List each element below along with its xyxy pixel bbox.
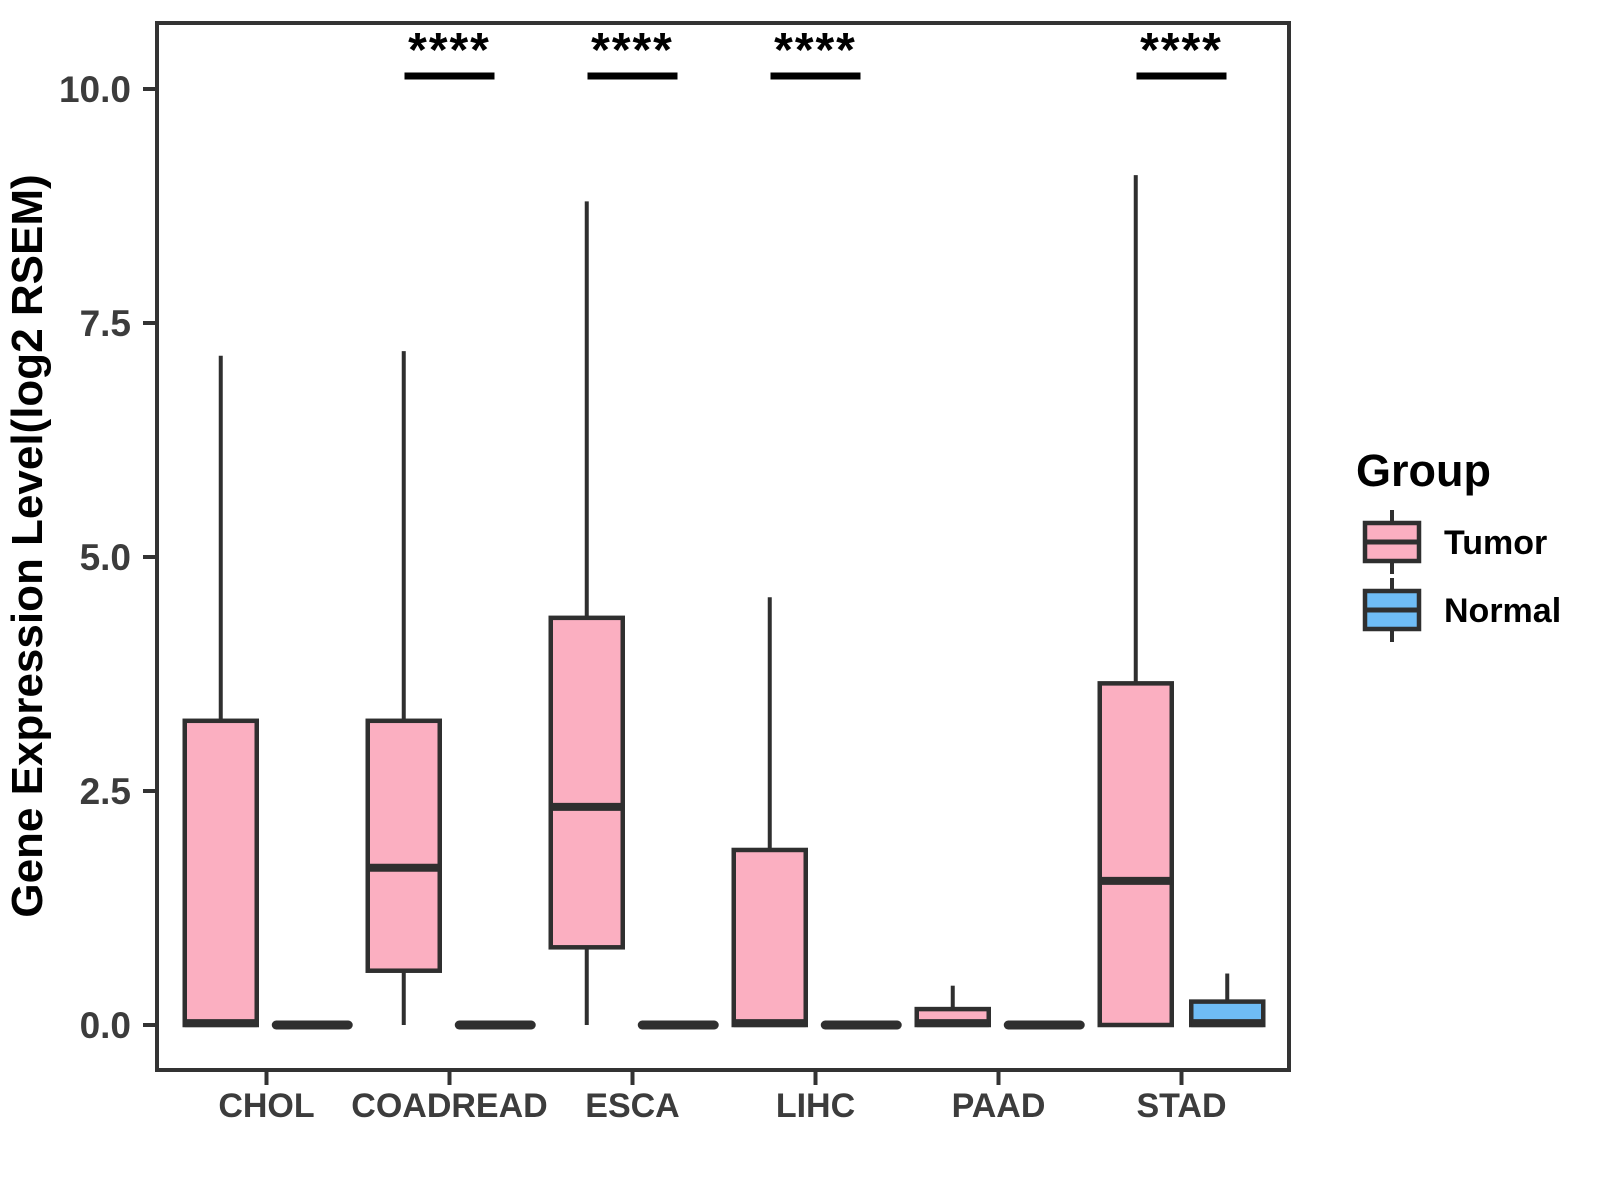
legend-item-normal: Normal [1362,578,1561,642]
iqr-box [365,718,442,973]
tumor-box-PAAD [914,985,991,1028]
significance-stars: **** [408,24,491,77]
significance-marker-LIHC: **** [770,24,861,80]
y-axis-title: Gene Expression Level(log2 RSEM) [3,174,52,917]
significance-layer: **** **** **** **** [404,24,1227,80]
normal-box-STAD [1189,973,1266,1028]
tumor-box-CHOL [182,355,259,1028]
legend-item-tumor: Tumor [1362,510,1547,574]
y-tick-label: 5.0 [80,537,131,578]
significance-stars: **** [774,24,857,77]
x-tick-label: CHOL [218,1087,314,1125]
x-tick-label: ESCA [585,1087,679,1125]
legend-title: Group [1356,445,1491,496]
significance-stars: **** [1140,24,1223,77]
boxes-layer [182,175,1266,1030]
tumor-box-STAD [1097,175,1174,1028]
axis-ticks-layer: 0.0 2.5 5.0 7.5 10.0 CHOL COADREAD ESCA LIHC PAAD… [59,69,1227,1125]
x-tick-label: LIHC [776,1087,855,1125]
y-tick-label: 0.0 [80,1005,131,1046]
iqr-box [1097,681,1174,1028]
x-tick-label: PAAD [952,1087,1046,1125]
tumor-box-LIHC [731,597,808,1028]
significance-marker-ESCA: **** [587,24,678,80]
iqr-box [731,847,808,1028]
x-tick-label: COADREAD [351,1087,547,1125]
tumor-box-COADREAD [365,351,442,1025]
iqr-box [548,615,625,950]
y-tick-label: 10.0 [59,69,131,110]
significance-marker-COADREAD: **** [404,24,495,80]
legend-item-label: Tumor [1444,524,1547,562]
tumor-box-ESCA [548,201,625,1025]
y-tick-label: 7.5 [80,303,131,344]
legend: Group Tumor Normal [1356,445,1561,642]
legend-item-label: Normal [1444,592,1561,630]
plot-panel-border [155,21,1291,1072]
significance-stars: **** [591,24,674,77]
significance-marker-STAD: **** [1136,24,1227,80]
y-tick-label: 2.5 [80,771,131,812]
legend-items: Tumor Normal [1362,510,1561,642]
x-tick-label: STAD [1136,1087,1226,1125]
iqr-box [182,718,259,1028]
